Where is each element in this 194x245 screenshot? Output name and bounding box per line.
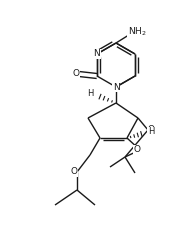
Text: O: O — [147, 125, 154, 135]
Text: O: O — [133, 146, 140, 155]
Text: NH$_2$: NH$_2$ — [128, 26, 146, 38]
Text: N: N — [113, 83, 119, 91]
Text: H: H — [148, 127, 154, 136]
Text: O: O — [70, 168, 77, 176]
Text: O: O — [72, 70, 80, 78]
Text: H: H — [87, 89, 93, 98]
Text: N: N — [94, 49, 100, 59]
